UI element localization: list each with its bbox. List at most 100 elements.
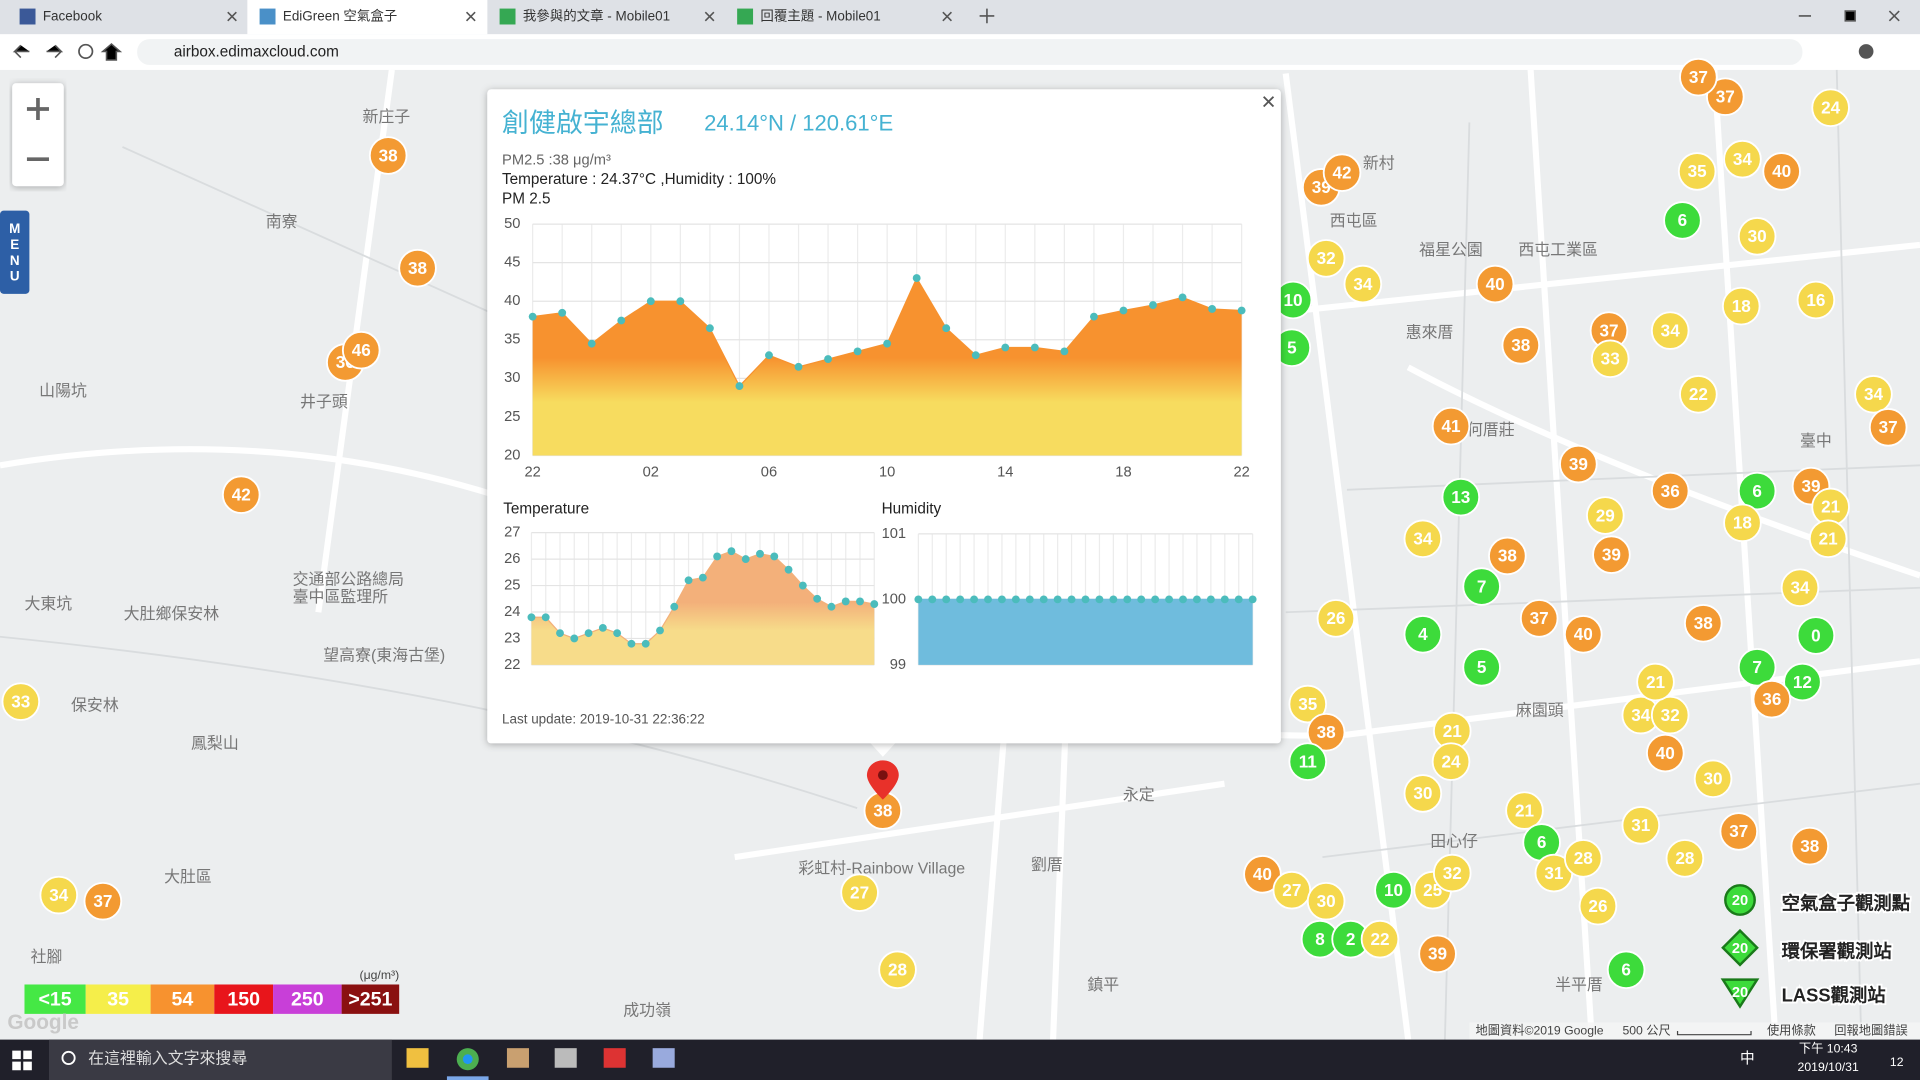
aq-marker-value[interactable]: 13 <box>1451 487 1470 507</box>
ime[interactable]: 中 <box>1740 1050 1755 1067</box>
aq-marker-value[interactable]: 38 <box>1317 722 1336 742</box>
aq-marker-value[interactable]: 30 <box>1317 891 1336 911</box>
aq-marker-value[interactable]: 32 <box>1661 705 1680 725</box>
aq-marker-value[interactable]: 38 <box>379 145 398 165</box>
aq-marker[interactable] <box>1808 519 1848 559</box>
aq-marker[interactable] <box>1488 536 1527 576</box>
aq-marker-value[interactable]: 27 <box>850 882 869 902</box>
notifications[interactable]: 12 <box>1890 1055 1904 1069</box>
aq-marker-value[interactable]: 32 <box>1317 248 1336 268</box>
aq-marker[interactable] <box>1505 791 1544 830</box>
aq-marker[interactable] <box>1636 662 1675 702</box>
aq-marker-value[interactable]: 37 <box>1530 608 1549 628</box>
aq-marker-value[interactable]: 32 <box>1443 863 1462 883</box>
aq-marker-value[interactable]: 35 <box>1298 694 1318 714</box>
zoom-in[interactable] <box>26 97 49 120</box>
aq-marker[interactable] <box>1737 648 1777 687</box>
aq-marker-value[interactable]: 7 <box>1752 657 1762 677</box>
aq-marker-value[interactable]: 41 <box>1441 416 1461 436</box>
aq-marker-value[interactable]: 6 <box>1621 960 1631 980</box>
aq-marker-value[interactable]: 22 <box>1689 384 1708 404</box>
url[interactable]: airbox.edimaxcloud.com <box>174 44 339 61</box>
aq-marker-value[interactable]: 6 <box>1752 481 1762 501</box>
aq-marker-value[interactable]: 31 <box>1544 863 1564 883</box>
aq-marker-value[interactable]: 36 <box>1661 481 1680 501</box>
aq-marker-value[interactable]: 39 <box>1569 454 1588 474</box>
aq-marker-value[interactable]: 30 <box>1413 783 1432 803</box>
aq-marker-value[interactable]: 7 <box>1477 576 1487 596</box>
app-icon[interactable] <box>506 1048 529 1068</box>
aq-marker-value[interactable]: 38 <box>1694 613 1713 633</box>
aq-marker[interactable] <box>1679 375 1718 414</box>
aq-marker[interactable] <box>1762 152 1801 191</box>
terms[interactable]: 使用條款 <box>1767 1022 1816 1037</box>
aq-marker[interactable] <box>1721 286 1761 326</box>
aq-marker[interactable] <box>1868 408 1908 447</box>
aq-marker[interactable] <box>1 682 41 721</box>
aq-marker-value[interactable]: 24 <box>1441 751 1461 771</box>
aq-marker-value[interactable]: 34 <box>1733 149 1753 169</box>
aq-marker[interactable] <box>1306 239 1346 278</box>
aq-marker-value[interactable]: 38 <box>1800 836 1819 856</box>
address-bar[interactable] <box>137 39 1803 65</box>
popup-close[interactable] <box>1263 96 1275 108</box>
aq-marker-value[interactable]: 37 <box>1879 417 1898 437</box>
aq-marker-value[interactable]: 39 <box>1801 476 1820 496</box>
app-icon[interactable] <box>652 1048 675 1068</box>
aq-marker[interactable] <box>1665 839 1705 878</box>
aq-marker[interactable] <box>1462 567 1501 606</box>
aq-marker[interactable] <box>368 136 408 175</box>
profile-icon[interactable] <box>1858 44 1874 59</box>
start-button[interactable] <box>12 1050 32 1071</box>
aq-marker-value[interactable]: 37 <box>1689 67 1708 87</box>
aq-marker[interactable] <box>1563 839 1603 878</box>
clock-date[interactable]: 2019/10/31 <box>1798 1060 1859 1074</box>
aq-marker[interactable] <box>878 950 917 990</box>
aq-marker[interactable] <box>1316 599 1356 638</box>
aq-marker-value[interactable]: 22 <box>1370 929 1389 949</box>
search-placeholder[interactable]: 在這裡輸入文字來搜尋 <box>88 1049 247 1067</box>
aq-marker[interactable] <box>1783 662 1822 702</box>
aq-marker-value[interactable]: 30 <box>1748 226 1767 246</box>
aq-marker[interactable] <box>1322 153 1362 192</box>
aq-marker[interactable] <box>1360 919 1400 959</box>
aq-marker[interactable] <box>1432 853 1472 893</box>
aq-marker[interactable] <box>341 330 381 370</box>
aq-marker[interactable] <box>1706 77 1745 117</box>
aq-marker[interactable] <box>1679 57 1718 97</box>
aq-marker[interactable] <box>1563 615 1603 654</box>
aq-marker-value[interactable]: 21 <box>1515 800 1535 820</box>
aq-marker-value[interactable]: 39 <box>1428 944 1447 964</box>
aq-marker-value[interactable]: 34 <box>49 885 69 905</box>
aq-marker-value[interactable]: 37 <box>93 891 112 911</box>
aq-marker-value[interactable]: 40 <box>1574 624 1593 644</box>
aq-marker-value[interactable]: 6 <box>1537 832 1547 852</box>
aq-marker[interactable] <box>1519 599 1559 638</box>
aq-marker-value[interactable]: 36 <box>1762 689 1781 709</box>
app-icon[interactable] <box>603 1048 626 1068</box>
aq-marker[interactable] <box>1431 406 1471 446</box>
app-icon[interactable] <box>554 1048 577 1068</box>
aq-marker-value[interactable]: 46 <box>352 340 371 360</box>
aq-marker-value[interactable]: 38 <box>873 800 892 820</box>
aq-marker-value[interactable]: 28 <box>1574 848 1593 868</box>
aq-marker-value[interactable]: 0 <box>1811 625 1821 645</box>
aq-marker[interactable] <box>1431 742 1471 781</box>
aq-marker-value[interactable]: 18 <box>1733 513 1752 533</box>
aq-marker-value[interactable]: 42 <box>232 484 251 504</box>
aq-marker[interactable] <box>1462 648 1501 687</box>
aq-marker[interactable] <box>1306 712 1346 752</box>
aq-marker-value[interactable]: 35 <box>1688 161 1708 181</box>
aq-marker-value[interactable]: 37 <box>1729 821 1748 841</box>
report-error[interactable]: 回報地圖錯誤 <box>1834 1022 1907 1037</box>
aq-marker-value[interactable]: 10 <box>1284 290 1303 310</box>
aq-marker-value[interactable]: 40 <box>1253 864 1272 884</box>
tab-title[interactable]: EdiGreen 空氣盒子 <box>283 8 397 24</box>
aq-marker[interactable] <box>1403 519 1443 559</box>
aq-marker-value[interactable]: 26 <box>1326 608 1345 628</box>
aq-marker-value[interactable]: 2 <box>1346 929 1356 949</box>
aq-marker-value[interactable]: 16 <box>1806 290 1825 310</box>
aq-marker[interactable] <box>1737 217 1777 256</box>
aq-marker-value[interactable]: 18 <box>1732 296 1751 316</box>
aq-marker-value[interactable]: 37 <box>1716 86 1735 106</box>
